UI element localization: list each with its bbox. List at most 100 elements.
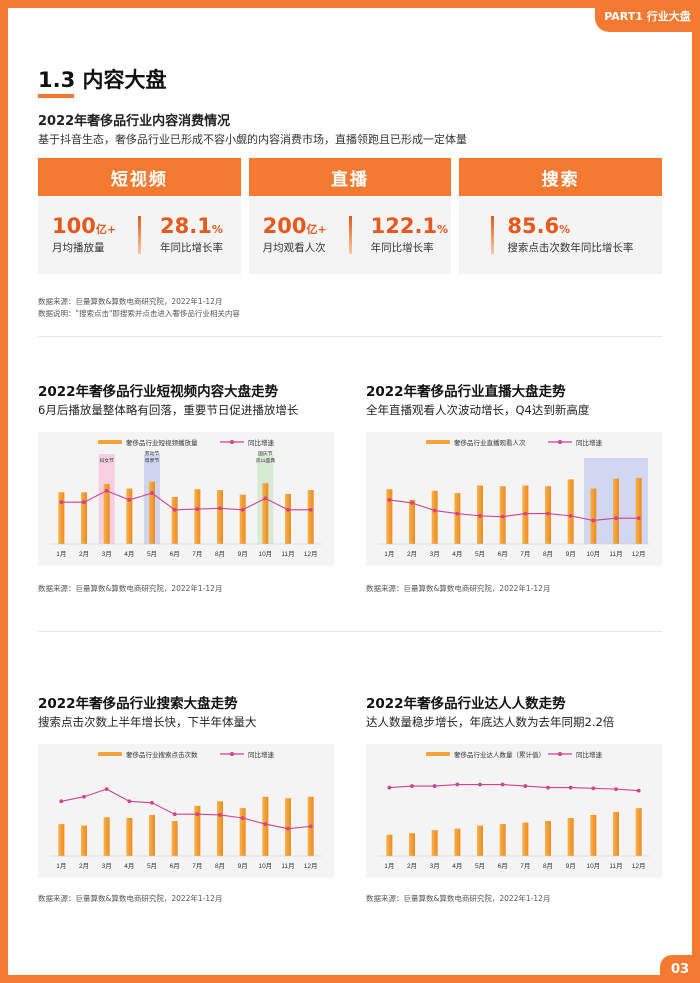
annotation-label: 母亲节: [145, 457, 160, 464]
line-point: [591, 518, 596, 523]
line-point: [172, 812, 177, 817]
metric-value: 85.6: [507, 214, 560, 238]
chart-creators: 奢侈品行业达人数量（累计值） 同比增速 1月 2月 3月 4月 5月 6月 7月 8月 9月 10月 1…: [366, 744, 662, 878]
chart-source: 数据来源：巨量算数&算数电商研究院，2022年1-12月: [38, 584, 223, 593]
metric-label: 年同比增长率: [370, 242, 434, 254]
x-tick-label: 9月: [566, 550, 576, 558]
legend-line-label: 同比增速: [576, 750, 603, 759]
bar: [171, 821, 178, 856]
bar: [567, 479, 574, 544]
chart-source: 数据来源：巨量算数&算数电商研究院，2022年1-12月: [366, 894, 551, 903]
annotation-label: 劳动节: [145, 450, 160, 457]
line-point: [240, 816, 245, 820]
line-point: [150, 800, 154, 805]
metric-divider: [348, 216, 352, 254]
card-live: 直播 200亿+ 月均观看人次 122.1% 年同比增长率: [248, 158, 452, 274]
bar: [635, 477, 642, 544]
legend-line-marker: [558, 440, 562, 444]
x-tick-label: 6月: [498, 862, 508, 870]
line-point: [568, 785, 573, 790]
bar: [126, 818, 133, 856]
card-short-video: 短视频 100亿+ 月均播放量 28.1% 年同比增长率: [38, 158, 241, 274]
chart-source: 数据来源：巨量算数&算数电商研究院，2022年1-12月: [38, 894, 223, 903]
bar: [431, 830, 438, 856]
bar: [431, 490, 438, 544]
annotation-label: 国庆节: [258, 450, 273, 457]
line-point: [286, 507, 290, 512]
x-tick-label: 9月: [238, 862, 248, 870]
x-tick-label: 3月: [102, 550, 112, 558]
bar: [590, 814, 597, 856]
metric: 28.1% 年同比增长率: [160, 214, 223, 255]
legend-bar-label: 奢侈品行业搜索点击次数: [126, 750, 198, 759]
line-point: [218, 813, 222, 817]
line-point: [410, 784, 414, 788]
bar: [217, 490, 223, 544]
x-tick-label: 3月: [430, 550, 440, 558]
card-header: 短视频: [38, 158, 241, 196]
bar: [567, 818, 574, 856]
annotation-label: 双11盛典: [256, 457, 276, 464]
line-point: [195, 507, 200, 511]
line-point: [263, 496, 268, 501]
x-tick-label: 1月: [56, 862, 66, 870]
bar: [126, 488, 133, 544]
bar: [149, 814, 155, 856]
chart-subtitle: 全年直播观看人次波动增长，Q4达到新高度: [366, 403, 590, 417]
chart-subtitle: 6月后播放量整体略有回落，重要节日促进播放增长: [38, 403, 299, 417]
x-tick-label: 5月: [475, 862, 485, 870]
line-point: [263, 822, 268, 826]
x-tick-label: 8月: [215, 862, 225, 870]
overview-cards: 短视频 100亿+ 月均播放量 28.1% 年同比增长率 直播 200亿+ 月均…: [38, 158, 663, 274]
x-tick-label: 1月: [384, 862, 394, 870]
legend-line-label: 同比增速: [248, 438, 275, 447]
bar: [262, 796, 269, 856]
bar: [194, 489, 201, 544]
line-point: [127, 799, 132, 804]
x-tick-label: 10月: [586, 862, 600, 870]
chart-source: 数据来源：巨量算数&算数电商研究院，2022年1-12月: [366, 584, 551, 593]
bar: [285, 493, 291, 544]
x-tick-label: 10月: [586, 550, 600, 558]
metric-unit: 亿+: [95, 223, 117, 236]
line-point: [478, 782, 482, 787]
legend-line-marker: [558, 752, 562, 756]
x-tick-label: 2月: [407, 550, 417, 558]
line-point: [614, 516, 618, 521]
line-point: [59, 799, 64, 804]
chart-search: 奢侈品行业搜索点击次数 同比增速 1月 2月 3月 4月 5月 6月 7月 8月 9月 10月 11月 1…: [38, 744, 334, 878]
bar: [386, 834, 393, 856]
bar: [171, 496, 178, 544]
chart-svg: 奢侈品行业搜索点击次数 同比增速 1月 2月 3月 4月 5月 6月 7月 8月 9月 10月 11月 1…: [50, 750, 322, 870]
chart-legend: 奢侈品行业搜索点击次数 同比增速: [98, 750, 275, 759]
x-tick-label: 10月: [258, 862, 272, 870]
legend-bar-label: 奢侈品行业达人数量（累计值）: [454, 750, 545, 759]
legend-line-marker: [230, 752, 234, 756]
x-tick-label: 5月: [147, 550, 157, 558]
x-tick-label: 11月: [281, 862, 294, 870]
line-point: [308, 824, 313, 829]
x-tick-label: 4月: [124, 862, 134, 870]
card-header: 搜索: [459, 158, 663, 196]
line-point: [636, 788, 641, 793]
metric: 85.6% 搜索点击次数年同比增长率: [507, 214, 633, 255]
x-tick-label: 4月: [452, 862, 462, 870]
chart-legend: 奢侈品行业直播观看人次 同比增速: [426, 438, 603, 447]
overview-notes: 数据来源：巨量算数&算数电商研究院，2022年1-12月 数据说明："搜索点击"…: [38, 296, 240, 320]
bar: [613, 811, 619, 856]
bar: [386, 489, 393, 544]
bar: [409, 833, 415, 856]
metric: 200亿+ 月均观看人次: [263, 214, 327, 255]
line-point: [432, 508, 437, 513]
section-title: 1.3 内容大盘: [38, 64, 167, 98]
line-series: [61, 788, 311, 830]
x-tick-label: 12月: [304, 550, 318, 558]
left-border: [0, 0, 8, 983]
line-point: [410, 501, 414, 505]
metric-divider: [138, 216, 141, 254]
line-point: [286, 826, 290, 831]
x-tick-label: 5月: [147, 862, 157, 870]
bar: [262, 483, 269, 544]
line-series: [61, 490, 311, 511]
bar: [81, 492, 87, 544]
